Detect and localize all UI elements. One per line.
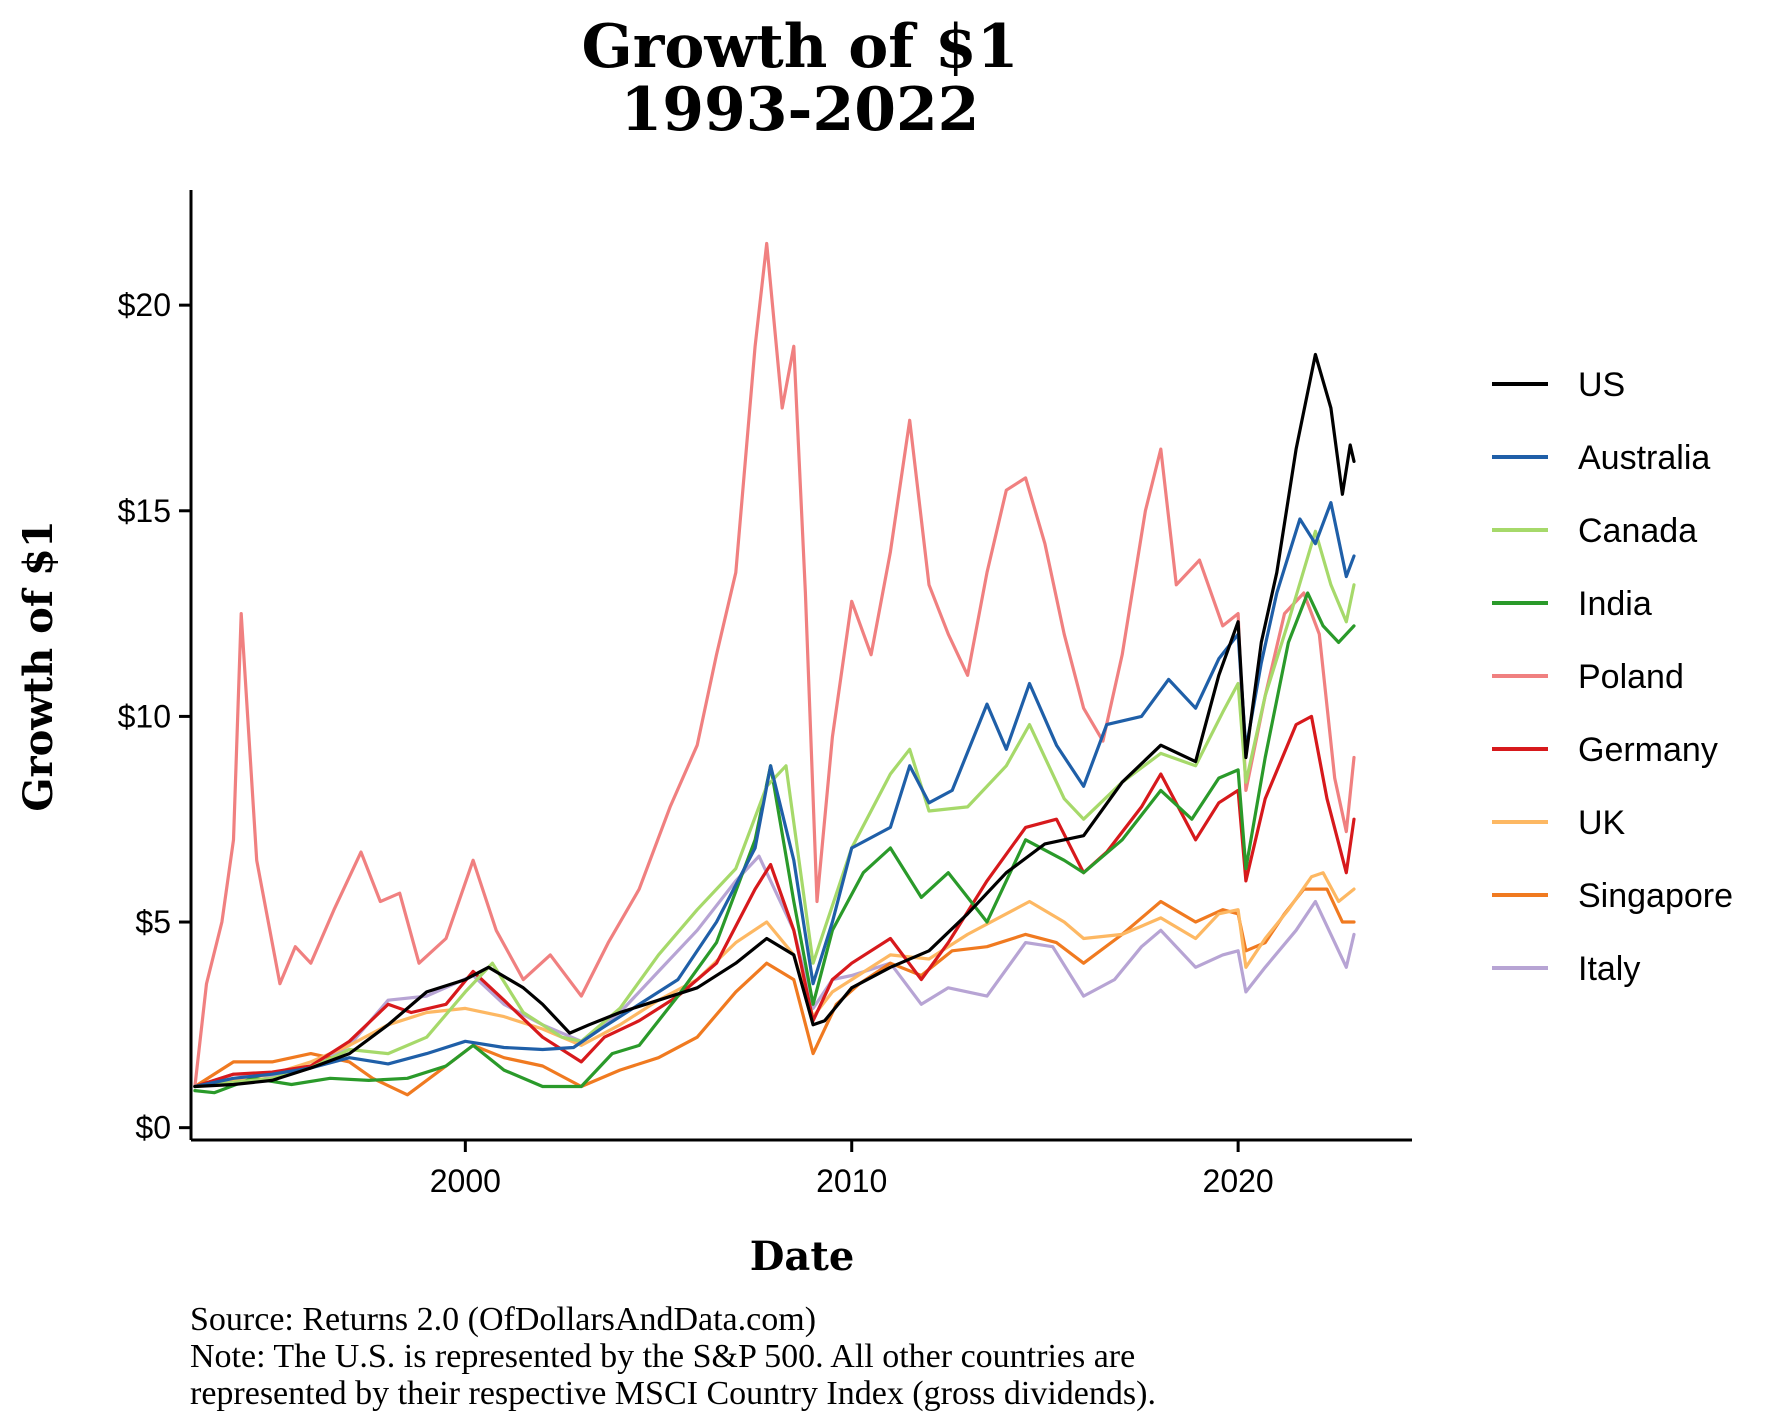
- chart-title-line-2: 1993-2022: [621, 75, 980, 145]
- x-axis-ticks: 2000 2010 2020: [430, 1140, 1274, 1199]
- y-tick-label: $10: [118, 698, 171, 734]
- y-tick-label: $5: [135, 904, 171, 940]
- series-line-poland: [193, 241, 1356, 1089]
- x-tick-label: 2020: [1203, 1163, 1274, 1199]
- legend-label-uk: UK: [1578, 804, 1626, 842]
- y-tick-label: $15: [118, 493, 171, 529]
- legend-label-india: India: [1578, 585, 1652, 623]
- legend-label-poland: Poland: [1578, 658, 1684, 696]
- caption-source: Source: Returns 2.0 (OfDollarsAndData.co…: [190, 1301, 816, 1338]
- chart-title-line-1: Growth of $1: [582, 12, 1019, 82]
- caption-note-line-1: Note: The U.S. is represented by the S&P…: [190, 1338, 1135, 1375]
- legend-label-singapore: Singapore: [1578, 877, 1733, 915]
- y-axis-title: Growth of $1: [15, 520, 62, 811]
- legend-label-us: US: [1578, 366, 1625, 404]
- x-axis-title: Date: [750, 1233, 855, 1280]
- legend-label-canada: Canada: [1578, 512, 1697, 550]
- y-tick-label: $20: [118, 287, 171, 323]
- x-tick-label: 2000: [430, 1163, 501, 1199]
- y-axis-ticks: $0 $5 $10 $15 $20: [118, 287, 191, 1146]
- series-line-india: [193, 591, 1356, 1095]
- legend: US Australia Canada India Poland Germany UK Sin…: [1492, 366, 1733, 988]
- legend-label-germany: Germany: [1578, 731, 1718, 769]
- legend-label-australia: Australia: [1578, 439, 1710, 477]
- caption-note-line-2: represented by their respective MSCI Cou…: [190, 1375, 1156, 1412]
- series-line-us: [193, 352, 1356, 1089]
- series-line-canada: [193, 529, 1356, 1089]
- y-tick-label: $0: [135, 1110, 171, 1146]
- series-line-uk: [193, 871, 1356, 1089]
- legend-label-italy: Italy: [1578, 950, 1640, 988]
- x-tick-label: 2010: [816, 1163, 887, 1199]
- plot-area: 2000 2010 2020 $0 $5 $10 $15 $20: [118, 190, 1412, 1199]
- series-lines: [193, 241, 1356, 1097]
